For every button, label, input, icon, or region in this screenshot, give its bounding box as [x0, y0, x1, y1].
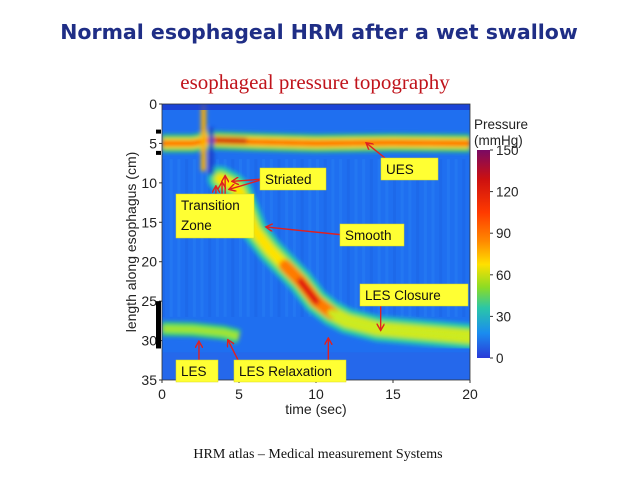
heatmap-streak: [308, 159, 312, 317]
heatmap-streak: [162, 159, 165, 317]
heatmap-streak: [323, 159, 327, 317]
ues-band-peak: [214, 137, 247, 145]
colorbar-tick-label: 30: [496, 309, 511, 324]
annotation-label: LES Relaxation: [239, 364, 332, 379]
y-tick-label: 5: [149, 135, 157, 151]
y-tick-label: 20: [141, 254, 157, 270]
heatmap-streak: [408, 159, 412, 317]
chart-subtitle: esophageal pressure topography: [0, 70, 638, 95]
colorbar-title: Pressure: [474, 117, 528, 132]
annotation-box: [359, 283, 469, 307]
annotation-box: [233, 359, 347, 383]
heatmap-streak: [300, 159, 304, 317]
les-sensor-marker: [156, 301, 161, 349]
les-band-core: [162, 325, 240, 340]
annotation-arrow: [228, 341, 239, 361]
sensor-marker: [156, 150, 161, 155]
slide-title: Normal esophageal HRM after a wet swallo…: [60, 20, 578, 44]
annotation-arrow: [233, 179, 265, 181]
y-tick-label: 30: [141, 333, 157, 349]
y-axis-label: length along esophagus (cm): [123, 152, 139, 333]
annotation-label: LES Closure: [365, 288, 441, 303]
annotation-label: Transition: [181, 198, 240, 213]
y-tick-label: 10: [141, 175, 157, 191]
x-axis-label: time (sec): [285, 401, 346, 417]
chart-axes: 0 5 10 15 20 0 5 10 15 20 25 30 35 time (sec) length a…: [123, 96, 478, 417]
heatmap-streak: [454, 159, 458, 317]
ues-band-core: [162, 138, 470, 146]
sensor-marker: [156, 129, 161, 134]
y-tick-label: 0: [149, 96, 157, 112]
heatmap-streak: [462, 159, 466, 317]
annotation-label: Striated: [265, 172, 312, 187]
colorbar-tick-label: 120: [496, 185, 519, 200]
colorbar: Pressure(mmHg)150 120 90 60 30 0: [474, 117, 528, 366]
x-tick-label: 20: [462, 386, 478, 402]
caption-text: HRM atlas – Medical measurement Systems: [193, 447, 443, 462]
colorbar-gradient: [477, 150, 490, 358]
heatmap-streak: [292, 159, 296, 317]
heatmap-streak: [169, 159, 173, 317]
heatmap-streak: [423, 159, 427, 317]
chart-annotations: Transition Zone Striated UES Smooth LES Closu…: [175, 143, 469, 383]
heatmap-plot: [162, 104, 470, 380]
annotation-box: [175, 359, 219, 383]
x-tick-label: 0: [158, 386, 166, 402]
colorbar-tick-label: 150: [496, 143, 519, 158]
heatmap-streak: [439, 159, 443, 317]
heatmap-top-strip: [162, 104, 470, 110]
heatmap-streak: [277, 159, 281, 317]
colorbar-tick-label: 0: [496, 351, 504, 366]
annotation-label: UES: [386, 162, 414, 177]
heatmap-streak: [285, 159, 289, 317]
heatmap-streak: [316, 159, 319, 317]
x-tick-label: 10: [308, 386, 324, 402]
annotation-arrow: [367, 143, 386, 159]
x-tick-label: 5: [235, 386, 243, 402]
x-tick-label: 15: [385, 386, 401, 402]
y-tick-label: 15: [141, 214, 157, 230]
colorbar-tick-label: 60: [496, 268, 511, 283]
annotation-label: LES: [181, 364, 207, 379]
figure-caption: HRM atlas – Medical measurement Systems: [0, 447, 638, 463]
y-tick-label: 25: [141, 293, 157, 309]
annotation-arrow: [267, 227, 345, 236]
annotation-box: [339, 223, 405, 247]
colorbar-unit: (mmHg): [474, 133, 523, 148]
annotation-arrow: [230, 178, 265, 189]
y-tick-label: 35: [141, 372, 157, 388]
annotation-label: Zone: [181, 218, 212, 233]
annotation-box: [259, 167, 327, 191]
heatmap-streak: [416, 159, 420, 317]
subtitle-text: esophageal pressure topography: [180, 70, 450, 94]
heatmap-streak: [331, 159, 335, 317]
annotation-label: Smooth: [345, 228, 392, 243]
colorbar-tick-label: 90: [496, 226, 511, 241]
heatmap-streak: [446, 159, 450, 317]
annotation-box: [175, 193, 255, 239]
annotation-box: [380, 157, 439, 181]
heatmap-streak: [431, 159, 435, 317]
pressure-wave-peak: [297, 277, 320, 305]
